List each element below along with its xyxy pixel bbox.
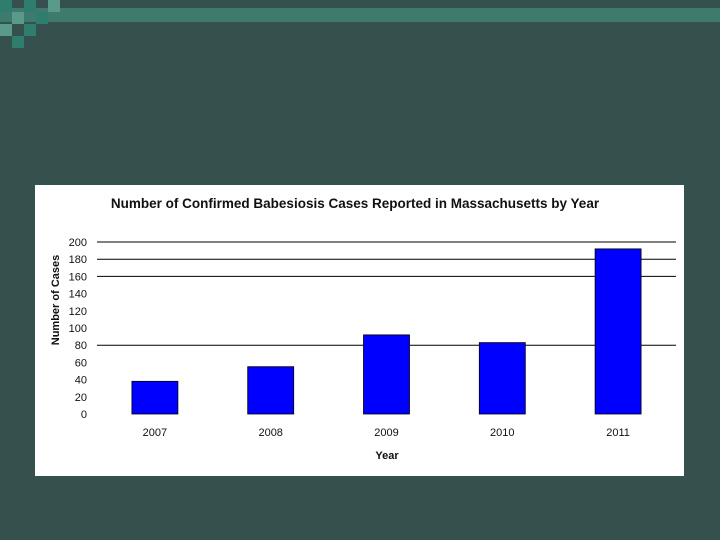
bar [247, 366, 295, 415]
x-tick-label: 2011 [606, 427, 630, 439]
y-axis-label: Number of Cases [50, 255, 62, 345]
y-tick-label: 80 [75, 340, 87, 352]
x-axis-label: Year [375, 450, 399, 462]
y-tick-label: 20 [75, 392, 87, 404]
corner-square [0, 0, 12, 12]
y-tick-label: 160 [69, 271, 87, 283]
y-tick-label: 200 [69, 237, 87, 249]
chart-title: Number of Confirmed Babesiosis Cases Rep… [111, 196, 600, 211]
y-tick-label: 40 [75, 375, 87, 387]
y-tick-label: 60 [75, 357, 87, 369]
y-tick-label: 140 [69, 289, 87, 301]
corner-square [0, 24, 12, 36]
bar-chart: Number of Confirmed Babesiosis Cases Rep… [50, 196, 676, 462]
header-band [0, 8, 720, 22]
y-tick-label: 0 [81, 409, 87, 421]
x-tick-label: 2008 [258, 427, 282, 439]
y-tick-label: 100 [69, 323, 87, 335]
corner-square [48, 0, 60, 12]
y-tick-label: 120 [69, 306, 87, 318]
y-tick-label: 180 [69, 254, 87, 266]
corner-square [24, 24, 36, 36]
x-tick-label: 2010 [490, 427, 514, 439]
corner-square [36, 12, 48, 24]
chart-panel: Number of Confirmed Babesiosis Cases Rep… [35, 185, 684, 476]
bar [594, 248, 642, 415]
bar [131, 380, 179, 415]
x-tick-label: 2009 [374, 427, 398, 439]
bar [478, 342, 526, 415]
x-tick-label: 2007 [143, 427, 167, 439]
corner-square [12, 36, 24, 48]
bar [363, 334, 410, 415]
corner-square [12, 12, 24, 24]
corner-square [24, 0, 36, 12]
